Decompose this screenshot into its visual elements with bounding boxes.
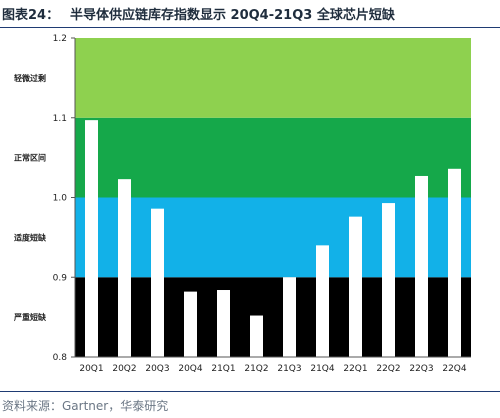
source-bar: 资料来源：Gartner，华泰研究 xyxy=(0,391,500,418)
chart-title: 半导体供应链库存指数显示 20Q4-21Q3 全球芯片短缺 xyxy=(70,8,395,23)
zone-band-2 xyxy=(75,117,471,198)
title-bar: 图表24： 半导体供应链库存指数显示 20Q4-21Q3 全球芯片短缺 xyxy=(0,0,500,28)
bar-22Q3 xyxy=(415,175,428,357)
x-tick-label-20Q2: 20Q2 xyxy=(112,364,136,374)
zone-band-1 xyxy=(75,197,471,278)
bar-21Q1 xyxy=(217,290,230,357)
bar-21Q4 xyxy=(316,245,329,357)
x-tick-label-22Q3: 22Q3 xyxy=(409,364,433,374)
y-tick-label-1: 0.9 xyxy=(53,273,68,283)
x-tick-label-21Q1: 21Q1 xyxy=(211,364,235,374)
bar-20Q2 xyxy=(118,179,131,357)
x-tick-label-22Q2: 22Q2 xyxy=(376,364,400,374)
zone-band-0 xyxy=(75,277,471,357)
x-tick-label-20Q3: 20Q3 xyxy=(145,364,169,374)
bar-22Q2 xyxy=(382,203,395,357)
zone-label-3: 轻微过剩 xyxy=(14,73,46,83)
x-tick-label-21Q3: 21Q3 xyxy=(277,364,301,374)
zone-label-1: 适度短缺 xyxy=(14,232,47,242)
bar-21Q2 xyxy=(250,315,263,357)
chart-area: 严重短缺 适度短缺 正常区间 轻微过剩 0.8 0.9 1.0 1.1 1.2 20Q1 20Q2… xyxy=(13,34,471,374)
x-tick-label-20Q4: 20Q4 xyxy=(178,364,203,374)
x-tick-label-21Q2: 21Q2 xyxy=(244,364,268,374)
bar-22Q1 xyxy=(349,216,362,357)
x-tick-label-21Q4: 21Q4 xyxy=(310,364,335,374)
y-tick-label-0: 0.8 xyxy=(53,353,68,363)
bar-22Q4 xyxy=(448,168,461,357)
x-tick-label-22Q1: 22Q1 xyxy=(343,364,367,374)
y-tick-label-2: 1.0 xyxy=(53,194,68,204)
zone-label-2: 正常区间 xyxy=(14,153,46,163)
source-note: 资料来源：Gartner，华泰研究 xyxy=(2,399,169,413)
x-tick-label-22Q4: 22Q4 xyxy=(442,364,467,374)
x-tick-label-20Q1: 20Q1 xyxy=(79,364,103,374)
y-tick-label-4: 1.2 xyxy=(53,34,67,44)
bar-20Q1 xyxy=(85,120,98,357)
zone-band-3 xyxy=(75,38,471,118)
zone-label-0: 严重短缺 xyxy=(13,312,47,322)
bar-20Q4 xyxy=(184,291,197,357)
y-tick-label-3: 1.1 xyxy=(53,114,67,124)
bar-20Q3 xyxy=(151,208,164,357)
bar-21Q3 xyxy=(283,277,296,357)
figure-label: 图表24： xyxy=(2,8,60,23)
